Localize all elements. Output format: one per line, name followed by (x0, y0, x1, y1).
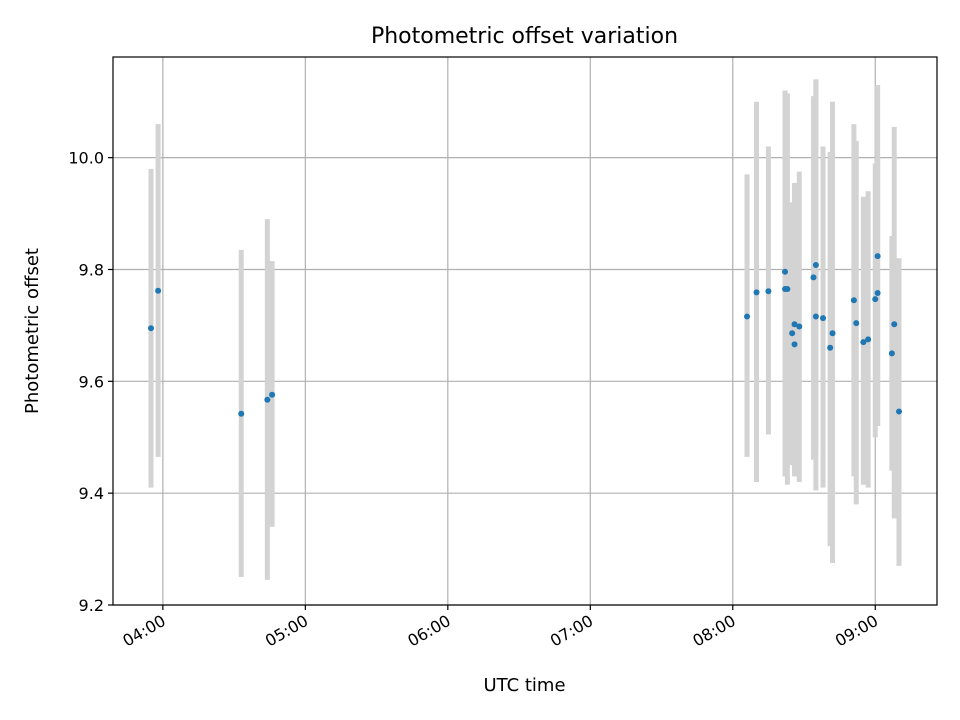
y-tick-label: 9.2 (79, 596, 104, 615)
y-tick-label: 9.8 (79, 260, 104, 279)
y-tick-label: 10.0 (68, 149, 104, 168)
plot-frame (112, 56, 938, 606)
data-point (860, 339, 867, 346)
data-point (865, 336, 872, 343)
data-point (850, 297, 857, 304)
data-point (810, 274, 817, 281)
data-point (744, 313, 751, 320)
data-point (812, 313, 819, 320)
data-point (155, 287, 162, 294)
data-point (874, 253, 881, 260)
data-point (827, 344, 834, 351)
data-points (147, 253, 903, 417)
data-point (896, 408, 903, 415)
data-point (796, 323, 803, 330)
chart-title: Photometric offset variation (371, 24, 678, 49)
data-point (753, 289, 760, 296)
data-point (891, 321, 898, 328)
data-point (872, 296, 879, 303)
data-point (853, 320, 860, 327)
data-point (269, 391, 276, 398)
x-axis-label: UTC time (483, 675, 565, 696)
data-point (147, 325, 154, 332)
data-point (791, 321, 798, 328)
data-point (791, 341, 798, 348)
data-point (874, 289, 881, 296)
data-point (784, 286, 791, 293)
y-axis-ticks: 9.2 9.4 9.6 9.8 10.0 (68, 149, 113, 615)
y-tick-label: 9.6 (79, 372, 104, 391)
data-point (812, 262, 819, 269)
data-point (829, 330, 836, 337)
data-point (820, 315, 827, 322)
data-point (238, 410, 245, 417)
data-point (789, 330, 796, 337)
data-point (782, 268, 789, 275)
y-axis-label: Photometric offset (22, 248, 43, 414)
data-point (264, 396, 271, 403)
data-point (765, 288, 772, 295)
y-tick-label: 9.4 (79, 484, 104, 503)
data-point (888, 350, 895, 357)
